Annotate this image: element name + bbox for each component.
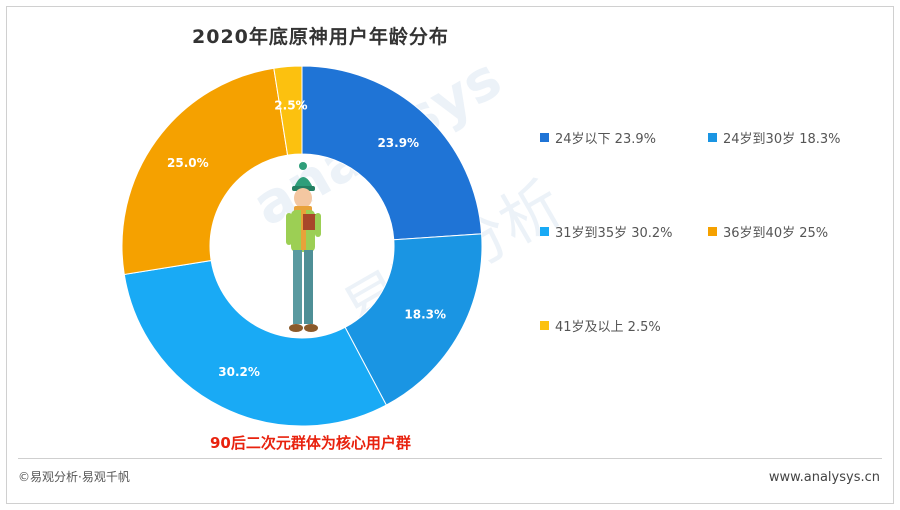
chart-title: 2020年底原神用户年龄分布: [192, 26, 449, 48]
donut-slice-24-30: [344, 233, 483, 406]
legend-label-31-35: 31岁到35岁 30.2%: [555, 226, 673, 241]
legend-swatch-36-40: [708, 227, 717, 236]
data-label-under-24: 23.9%: [377, 136, 419, 150]
legend-swatch-24-30: [708, 133, 717, 142]
character-arm-right: [315, 213, 321, 237]
character-leg-right: [304, 250, 313, 324]
legend-label-41-plus: 41岁及以上 2.5%: [555, 320, 661, 335]
data-label-36-40: 25.0%: [167, 156, 209, 170]
character-book: [303, 214, 316, 230]
data-label-41-plus: 2.5%: [274, 98, 307, 112]
character-head: [294, 188, 312, 208]
donut-slice-41-plus: [273, 65, 303, 156]
donut-slice-31-35: [123, 259, 387, 427]
character-arm-left: [286, 213, 292, 245]
donut-slice-36-40: [121, 67, 289, 276]
footer-divider: [18, 458, 882, 459]
legend-label-under-24: 24岁以下 23.9%: [555, 132, 656, 147]
footer-website: www.analysys.cn: [768, 470, 880, 485]
legend-swatch-41-plus: [540, 321, 549, 330]
data-label-24-30: 18.3%: [404, 308, 446, 322]
cartoon-character-illustration: [286, 162, 321, 332]
character-leg-left: [293, 250, 302, 324]
data-label-31-35: 30.2%: [218, 365, 260, 379]
legend-swatch-31-35: [540, 227, 549, 236]
donut-slice-under-24: [301, 65, 483, 241]
legend-item-under-24: 24岁以下 23.9%: [540, 128, 656, 147]
legend-label-24-30: 24岁到30岁 18.3%: [723, 132, 841, 147]
character-hat-pompom: [299, 162, 307, 170]
chart-legend: 24岁以下 23.9% 24岁到30岁 18.3% 31岁到35岁 30.2% …: [540, 122, 880, 342]
legend-item-24-30: 24岁到30岁 18.3%: [708, 128, 841, 147]
character-shoe-left: [289, 324, 303, 332]
footer-copyright: ©易观分析·易观千帆: [18, 470, 130, 484]
legend-item-36-40: 36岁到40岁 25%: [708, 222, 828, 241]
core-user-annotation: 90后二次元群体为核心用户群: [210, 434, 411, 452]
character-shoe-right: [304, 324, 318, 332]
legend-swatch-under-24: [540, 133, 549, 142]
legend-item-41-plus: 41岁及以上 2.5%: [540, 316, 661, 335]
legend-item-31-35: 31岁到35岁 30.2%: [540, 222, 673, 241]
legend-label-36-40: 36岁到40岁 25%: [723, 226, 829, 241]
